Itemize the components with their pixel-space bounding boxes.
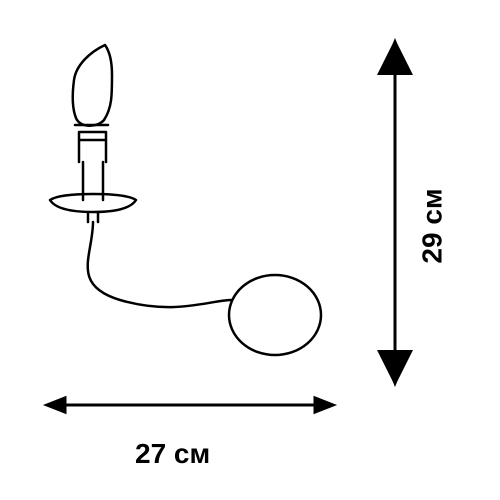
flame-icon: [73, 45, 112, 126]
height-label: 29 см: [416, 188, 448, 263]
width-arrow: [47, 398, 333, 412]
mount-plate: [229, 275, 321, 355]
height-arrow: [388, 42, 402, 383]
socket: [79, 132, 106, 162]
drip-pan: [50, 194, 136, 212]
sconce-drawing: [50, 45, 321, 355]
arm-curve: [88, 222, 232, 307]
width-label: 27 см: [135, 438, 210, 470]
